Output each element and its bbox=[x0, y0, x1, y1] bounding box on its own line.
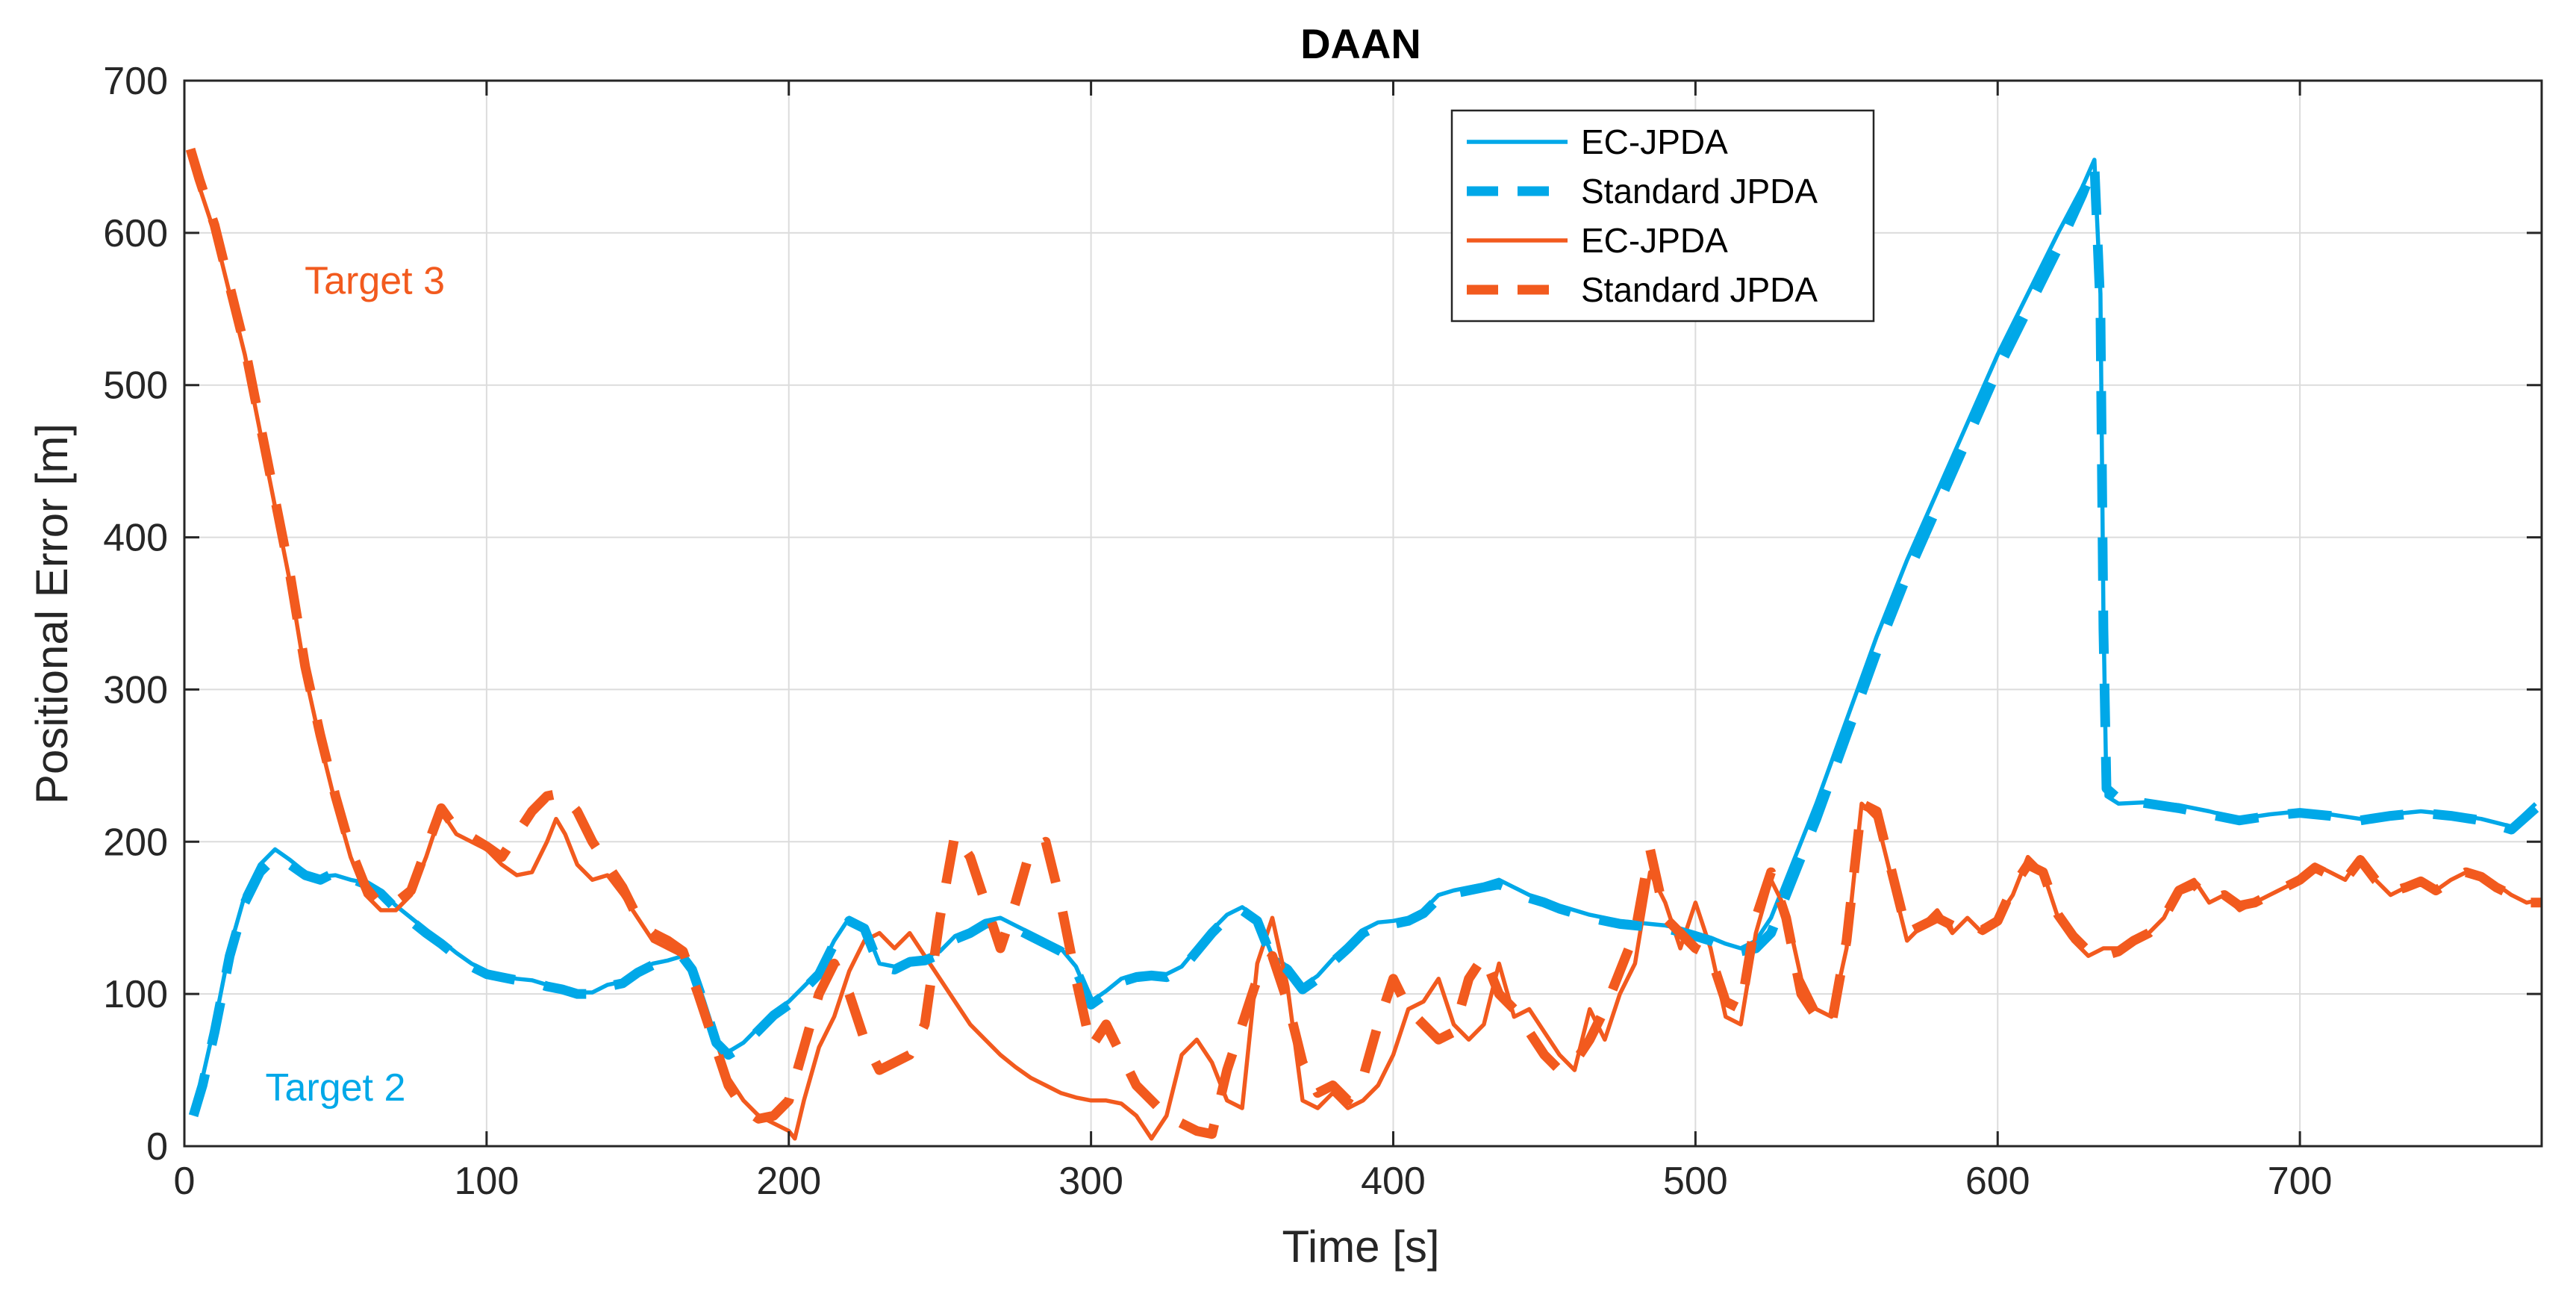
x-tick-label: 0 bbox=[174, 1160, 196, 1203]
y-axis-label: Positional Error [m] bbox=[27, 423, 77, 804]
y-tick-label: 100 bbox=[103, 973, 168, 1016]
y-tick-label: 700 bbox=[103, 60, 168, 103]
series-line-target-3-standard-jpda bbox=[185, 147, 2542, 1139]
legend-label: EC-JPDA bbox=[1581, 221, 1728, 260]
chart-title: DAAN bbox=[1300, 20, 1421, 67]
legend: EC-JPDA Standard JPDA EC-JPDA Standard JPDA bbox=[1450, 109, 1875, 323]
y-tick-label: 600 bbox=[103, 212, 168, 255]
series-line-target-2-standard-jpda bbox=[188, 159, 2539, 1118]
x-tick-label: 600 bbox=[1965, 1160, 2030, 1203]
x-tick-label: 200 bbox=[756, 1160, 821, 1203]
legend-label: Standard JPDA bbox=[1581, 172, 1818, 211]
x-tick-label: 500 bbox=[1663, 1160, 1728, 1203]
legend-items: EC-JPDA Standard JPDA EC-JPDA Standard JPDA bbox=[1467, 122, 1818, 309]
x-axis-label: Time [s] bbox=[1282, 1222, 1439, 1272]
plot-series bbox=[185, 147, 2542, 1141]
y-tick-label: 400 bbox=[103, 517, 168, 560]
annotation-label: Target 3 bbox=[305, 259, 445, 302]
annotation-label: Target 2 bbox=[265, 1066, 405, 1110]
x-tick-label: 300 bbox=[1058, 1160, 1123, 1203]
annotations: Target 3 Target 2 bbox=[265, 259, 445, 1109]
axis-ticks: 0 100 200 300 400 500 600 700 0 100 200 300 400 500 60… bbox=[103, 60, 2542, 1203]
legend-label: Standard JPDA bbox=[1581, 270, 1818, 309]
y-tick-label: 500 bbox=[103, 364, 168, 408]
y-tick-label: 0 bbox=[146, 1125, 168, 1169]
y-tick-label: 200 bbox=[103, 821, 168, 864]
legend-label: EC-JPDA bbox=[1581, 122, 1728, 161]
x-tick-label: 100 bbox=[454, 1160, 519, 1203]
x-tick-label: 700 bbox=[2268, 1160, 2333, 1203]
x-tick-label: 400 bbox=[1361, 1160, 1426, 1203]
y-tick-label: 300 bbox=[103, 668, 168, 712]
plot-area-frame bbox=[183, 79, 2543, 1148]
